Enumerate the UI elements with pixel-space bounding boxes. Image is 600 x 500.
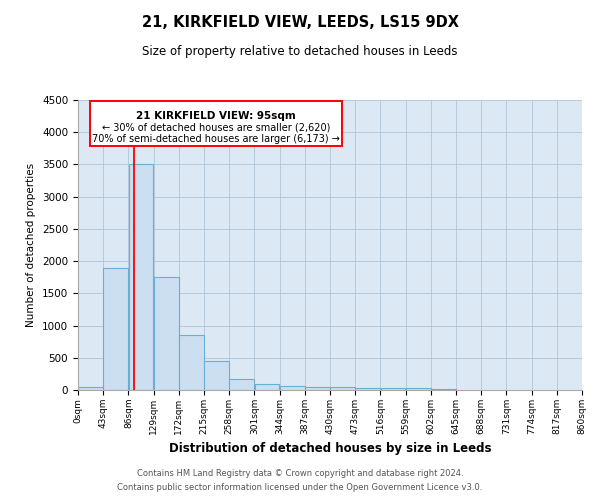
Bar <box>305 387 330 390</box>
Bar <box>154 277 179 390</box>
Text: 70% of semi-detached houses are larger (6,173) →: 70% of semi-detached houses are larger (… <box>92 134 340 144</box>
Bar <box>103 268 128 390</box>
Bar <box>179 335 204 390</box>
Bar <box>330 388 355 390</box>
Bar <box>254 384 280 390</box>
Bar <box>204 361 229 390</box>
Bar <box>431 388 456 390</box>
Bar <box>280 386 305 390</box>
Bar <box>78 387 103 390</box>
X-axis label: Distribution of detached houses by size in Leeds: Distribution of detached houses by size … <box>169 442 491 456</box>
Text: Contains HM Land Registry data © Crown copyright and database right 2024.: Contains HM Land Registry data © Crown c… <box>137 468 463 477</box>
Text: 21, KIRKFIELD VIEW, LEEDS, LS15 9DX: 21, KIRKFIELD VIEW, LEEDS, LS15 9DX <box>142 15 458 30</box>
Text: Contains public sector information licensed under the Open Government Licence v3: Contains public sector information licen… <box>118 484 482 492</box>
Text: Size of property relative to detached houses in Leeds: Size of property relative to detached ho… <box>142 45 458 58</box>
Text: ← 30% of detached houses are smaller (2,620): ← 30% of detached houses are smaller (2,… <box>101 123 330 133</box>
Bar <box>355 388 380 390</box>
Text: 21 KIRKFIELD VIEW: 95sqm: 21 KIRKFIELD VIEW: 95sqm <box>136 111 296 121</box>
FancyBboxPatch shape <box>90 102 342 146</box>
Bar <box>229 378 254 390</box>
Y-axis label: Number of detached properties: Number of detached properties <box>26 163 37 327</box>
Bar <box>128 164 154 390</box>
Bar <box>380 388 406 390</box>
Bar <box>406 388 431 390</box>
